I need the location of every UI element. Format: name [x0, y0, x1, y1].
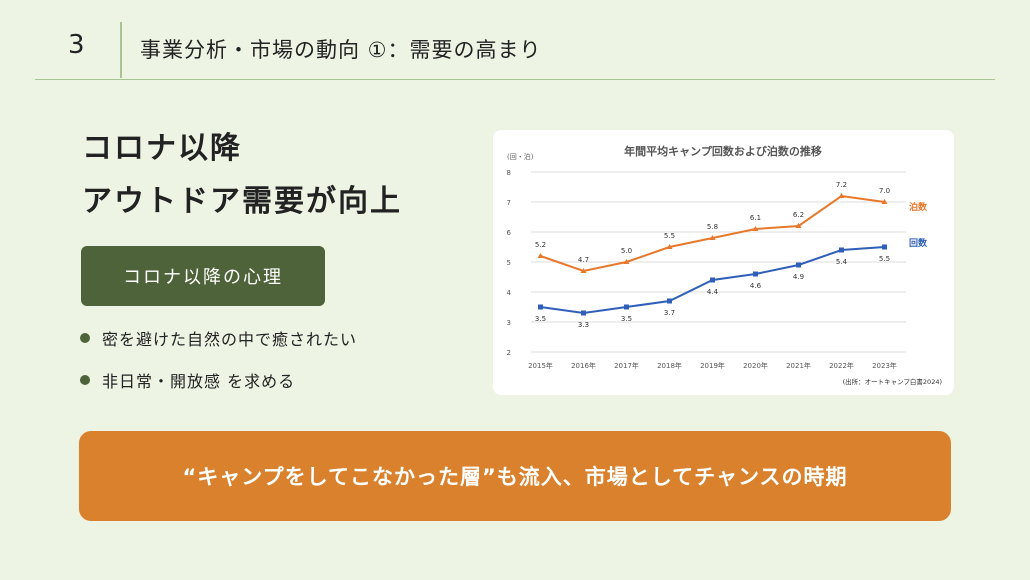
data-point — [839, 247, 844, 253]
bullet-text: 密を避けた自然の中で癒されたい — [102, 330, 358, 349]
data-point — [710, 277, 715, 283]
data-label: 4.7 — [578, 256, 589, 264]
headline-line-1: コロナ以降 — [82, 131, 242, 166]
y-tick-label: 6 — [507, 229, 512, 237]
x-tick-label: 2016年 — [571, 361, 596, 370]
data-point — [581, 310, 586, 316]
x-tick-label: 2023年 — [872, 361, 897, 370]
x-tick-label: 2017年 — [614, 361, 639, 370]
data-point — [623, 259, 630, 264]
data-point — [752, 226, 759, 231]
conclusion-banner: “キャンプをしてこなかった層”も流入、市場としてチャンスの時期 — [79, 431, 951, 521]
x-tick-label: 2018年 — [657, 361, 682, 370]
bullet-item: 密を避けた自然の中で癒されたい — [80, 325, 357, 351]
y-tick-label: 2 — [507, 349, 511, 357]
data-point — [624, 304, 629, 310]
header-rule — [35, 79, 995, 80]
data-label: 5.8 — [707, 223, 718, 231]
data-label: 3.3 — [578, 321, 589, 329]
bullet-list: 密を避けた自然の中で癒されたい 非日常・開放感 を求める — [80, 325, 357, 409]
line-chart: 年間平均キャンプ回数および泊数の推移 (回・泊) 2 3 4 5 6 7 8 2015年 2016年… — [507, 144, 942, 386]
y-tick-label: 5 — [507, 259, 511, 267]
data-label: 4.9 — [793, 273, 804, 281]
y-tick-label: 3 — [507, 319, 511, 327]
data-point — [881, 199, 888, 204]
section-number: 3 — [68, 30, 85, 60]
y-unit-label: (回・泊) — [507, 152, 534, 161]
data-point — [796, 262, 801, 268]
headline-line-2: アウトドア需要が向上 — [82, 184, 402, 219]
data-point — [709, 235, 716, 240]
data-label: 3.5 — [621, 315, 632, 323]
bullet-dot-icon — [80, 375, 90, 385]
data-point — [753, 271, 758, 277]
data-label: 4.6 — [750, 282, 762, 290]
data-point — [537, 253, 544, 258]
x-tick-label: 2020年 — [743, 361, 768, 370]
psychology-label-box: コロナ以降の心理 — [81, 246, 325, 306]
data-label: 5.4 — [836, 258, 848, 266]
data-label: 5.5 — [879, 255, 890, 263]
x-tick-label: 2019年 — [700, 361, 725, 370]
x-tick-label: 2022年 — [829, 361, 854, 370]
chart-title: 年間平均キャンプ回数および泊数の推移 — [624, 144, 822, 158]
data-point — [667, 298, 672, 304]
bullet-text: 非日常・開放感 を求める — [102, 372, 296, 391]
bullet-item: 非日常・開放感 を求める — [80, 367, 357, 393]
psychology-label: コロナ以降の心理 — [123, 267, 283, 288]
header-divider — [120, 22, 122, 78]
data-label: 4.4 — [707, 288, 719, 296]
legend-label: 泊数 — [909, 201, 928, 213]
data-point — [795, 223, 802, 228]
bullet-dot-icon — [80, 333, 90, 343]
slide-title: 事業分析・市場の動向 ①：需要の高まり — [140, 38, 542, 62]
legend-label: 回数 — [909, 237, 928, 249]
data-label: 3.7 — [664, 309, 675, 317]
data-label: 3.5 — [535, 315, 546, 323]
data-label: 6.2 — [793, 211, 804, 219]
data-label: 5.0 — [621, 247, 632, 255]
y-tick-label: 7 — [507, 199, 511, 207]
data-label: 5.2 — [535, 241, 546, 249]
x-tick-label: 2015年 — [528, 361, 553, 370]
slide-header: 3 事業分析・市場の動向 ①：需要の高まり — [0, 0, 1030, 80]
data-label: 7.0 — [879, 187, 890, 195]
data-point — [838, 193, 845, 198]
banner-text: “キャンプをしてこなかった層”も流入、市場としてチャンスの時期 — [182, 465, 848, 489]
y-tick-label: 8 — [507, 169, 511, 177]
data-point — [538, 304, 543, 310]
chart-card: 年間平均キャンプ回数および泊数の推移 (回・泊) 2 3 4 5 6 7 8 2015年 2016年… — [493, 130, 954, 395]
data-point — [580, 268, 587, 273]
series-line-nights — [540, 194, 885, 273]
y-tick-label: 4 — [507, 289, 512, 297]
data-label: 5.5 — [664, 232, 675, 240]
data-point — [666, 244, 673, 249]
data-label: 6.1 — [750, 214, 761, 222]
data-label: 7.2 — [836, 181, 847, 189]
x-tick-label: 2021年 — [786, 361, 811, 370]
data-point — [882, 244, 887, 250]
chart-source-note: (出所：オートキャンプ白書2024) — [843, 377, 942, 386]
